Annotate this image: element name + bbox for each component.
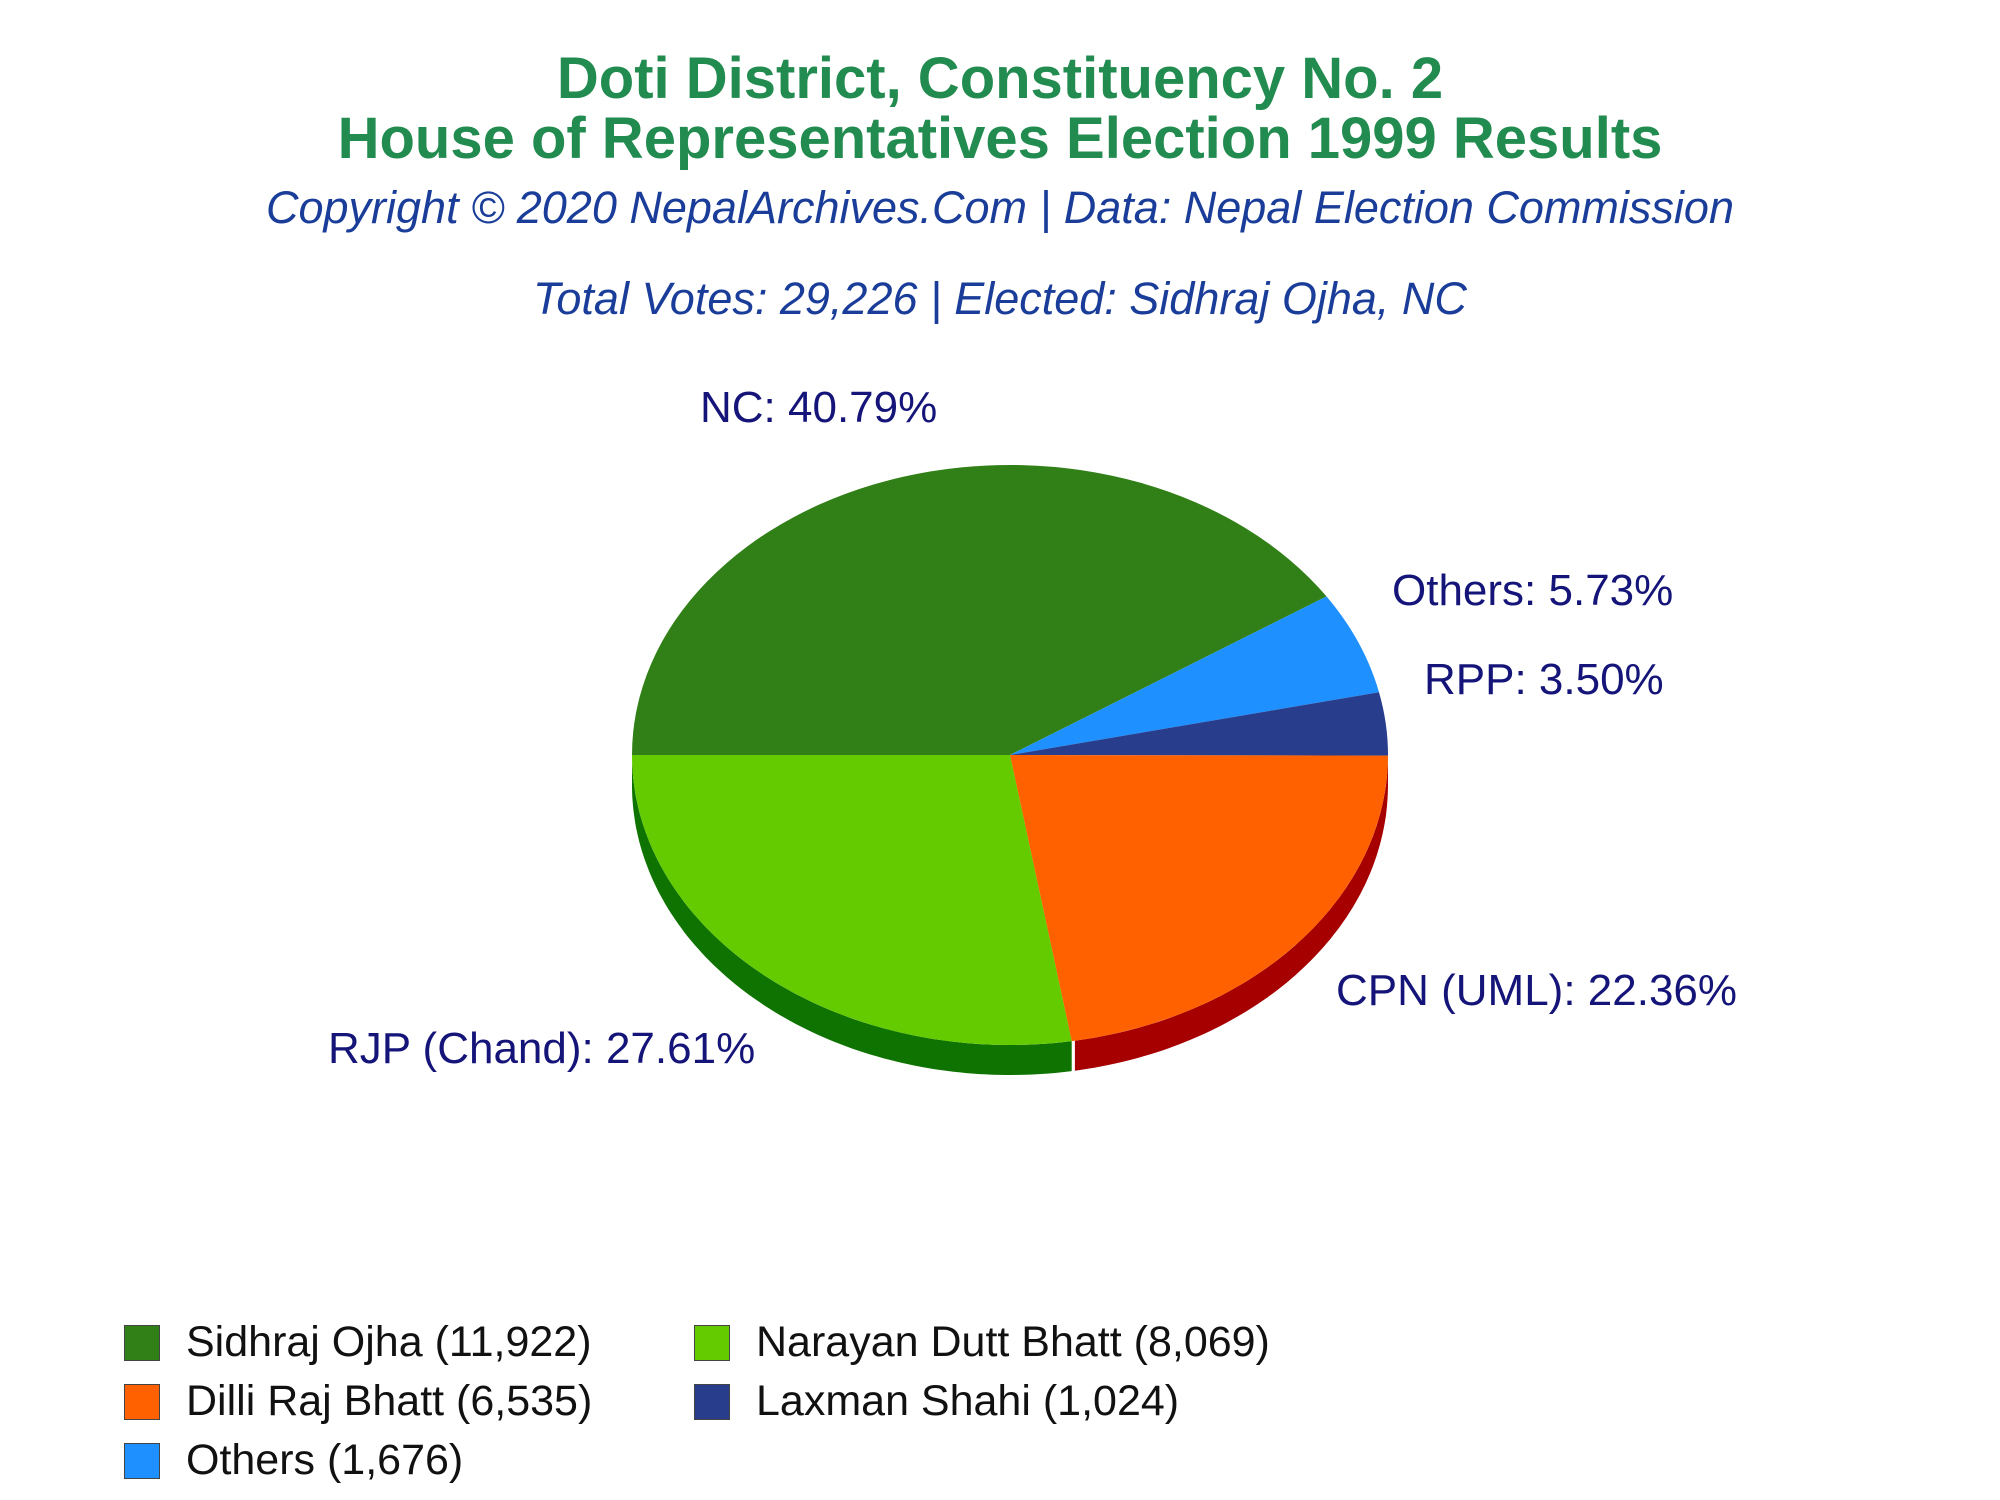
- pie-slice-rjp-chand-: [632, 755, 1072, 1045]
- chart-title-line2: House of Representatives Election 1999 R…: [337, 106, 1663, 171]
- copyright-text: Copyright © 2020 NepalArchives.Com | Dat…: [266, 182, 1734, 233]
- slice-label-rpp: RPP: 3.50%: [1424, 655, 1664, 704]
- legend-item-dilli-raj-bhatt: Dilli Raj Bhatt (6,535): [124, 1377, 592, 1426]
- legend-swatch: [124, 1324, 160, 1361]
- slice-label-others: Others: 5.73%: [1392, 566, 1673, 615]
- pie-slice-rpp: [1010, 692, 1389, 756]
- legend-item-others: Others (1,676): [124, 1436, 463, 1485]
- pie-slices: [632, 464, 1389, 1045]
- legend-label: Dilli Raj Bhatt (6,535): [186, 1377, 593, 1425]
- pie-side-cpn-uml-: [1074, 755, 1388, 1071]
- legend-swatch: [124, 1383, 160, 1420]
- legend-swatch: [124, 1442, 160, 1479]
- slice-label-rjp-chand-: RJP (Chand): 27.61%: [328, 1024, 755, 1073]
- legend-label: Sidhraj Ojha (11,922): [186, 1318, 592, 1366]
- legend-label: Laxman Shahi (1,024): [756, 1377, 1180, 1425]
- legend-item-sidhraj-ojha: Sidhraj Ojha (11,922): [124, 1318, 592, 1367]
- legend-swatch: [694, 1383, 730, 1420]
- legend-label: Narayan Dutt Bhatt (8,069): [756, 1318, 1270, 1366]
- slice-label-nc: NC: 40.79%: [700, 383, 937, 432]
- legend-label: Others (1,676): [186, 1436, 464, 1484]
- chart-title-line1: Doti District, Constituency No. 2: [556, 46, 1444, 111]
- legend-item-narayan-dutt-bhatt: Narayan Dutt Bhatt (8,069): [694, 1318, 1270, 1367]
- pie-labels: NC: 40.79% Others: 5.73% RPP: 3.50% CPN (UM…: [328, 383, 1737, 1073]
- slice-label-cpn-uml-: CPN (UML): 22.36%: [1336, 966, 1737, 1015]
- summary-text: Total Votes: 29,226 | Elected: Sidhraj O…: [533, 273, 1467, 324]
- legend-swatch: [694, 1324, 730, 1361]
- pie-slice-others: [1010, 596, 1379, 755]
- legend-item-laxman-shahi: Laxman Shahi (1,024): [694, 1377, 1179, 1426]
- pie-sides: [632, 755, 1388, 1075]
- pie-slice-cpn-uml-: [1010, 755, 1388, 1042]
- pie-slice-nc: [632, 464, 1327, 755]
